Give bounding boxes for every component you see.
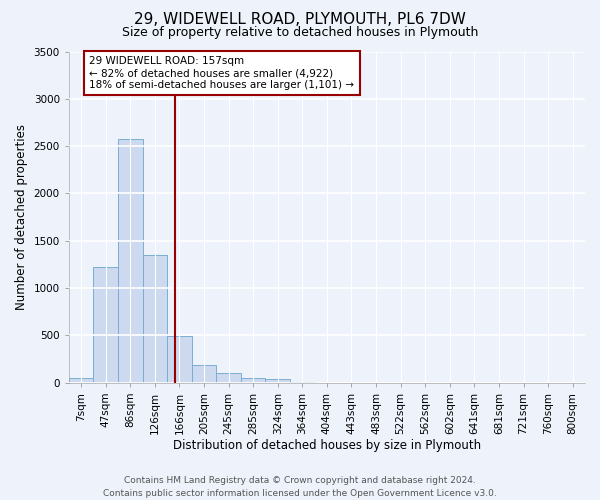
Bar <box>167 336 192 383</box>
Text: 29 WIDEWELL ROAD: 157sqm
← 82% of detached houses are smaller (4,922)
18% of sem: 29 WIDEWELL ROAD: 157sqm ← 82% of detach… <box>89 56 355 90</box>
Bar <box>143 255 167 383</box>
Text: Contains HM Land Registry data © Crown copyright and database right 2024.
Contai: Contains HM Land Registry data © Crown c… <box>103 476 497 498</box>
Text: 29, WIDEWELL ROAD, PLYMOUTH, PL6 7DW: 29, WIDEWELL ROAD, PLYMOUTH, PL6 7DW <box>134 12 466 28</box>
X-axis label: Distribution of detached houses by size in Plymouth: Distribution of detached houses by size … <box>173 440 481 452</box>
Bar <box>118 138 143 383</box>
Bar <box>192 366 217 383</box>
Bar <box>217 374 241 383</box>
Bar <box>94 268 118 383</box>
Bar <box>69 378 94 383</box>
Y-axis label: Number of detached properties: Number of detached properties <box>15 124 28 310</box>
Bar <box>265 379 290 383</box>
Text: Size of property relative to detached houses in Plymouth: Size of property relative to detached ho… <box>122 26 478 39</box>
Bar <box>241 378 265 383</box>
